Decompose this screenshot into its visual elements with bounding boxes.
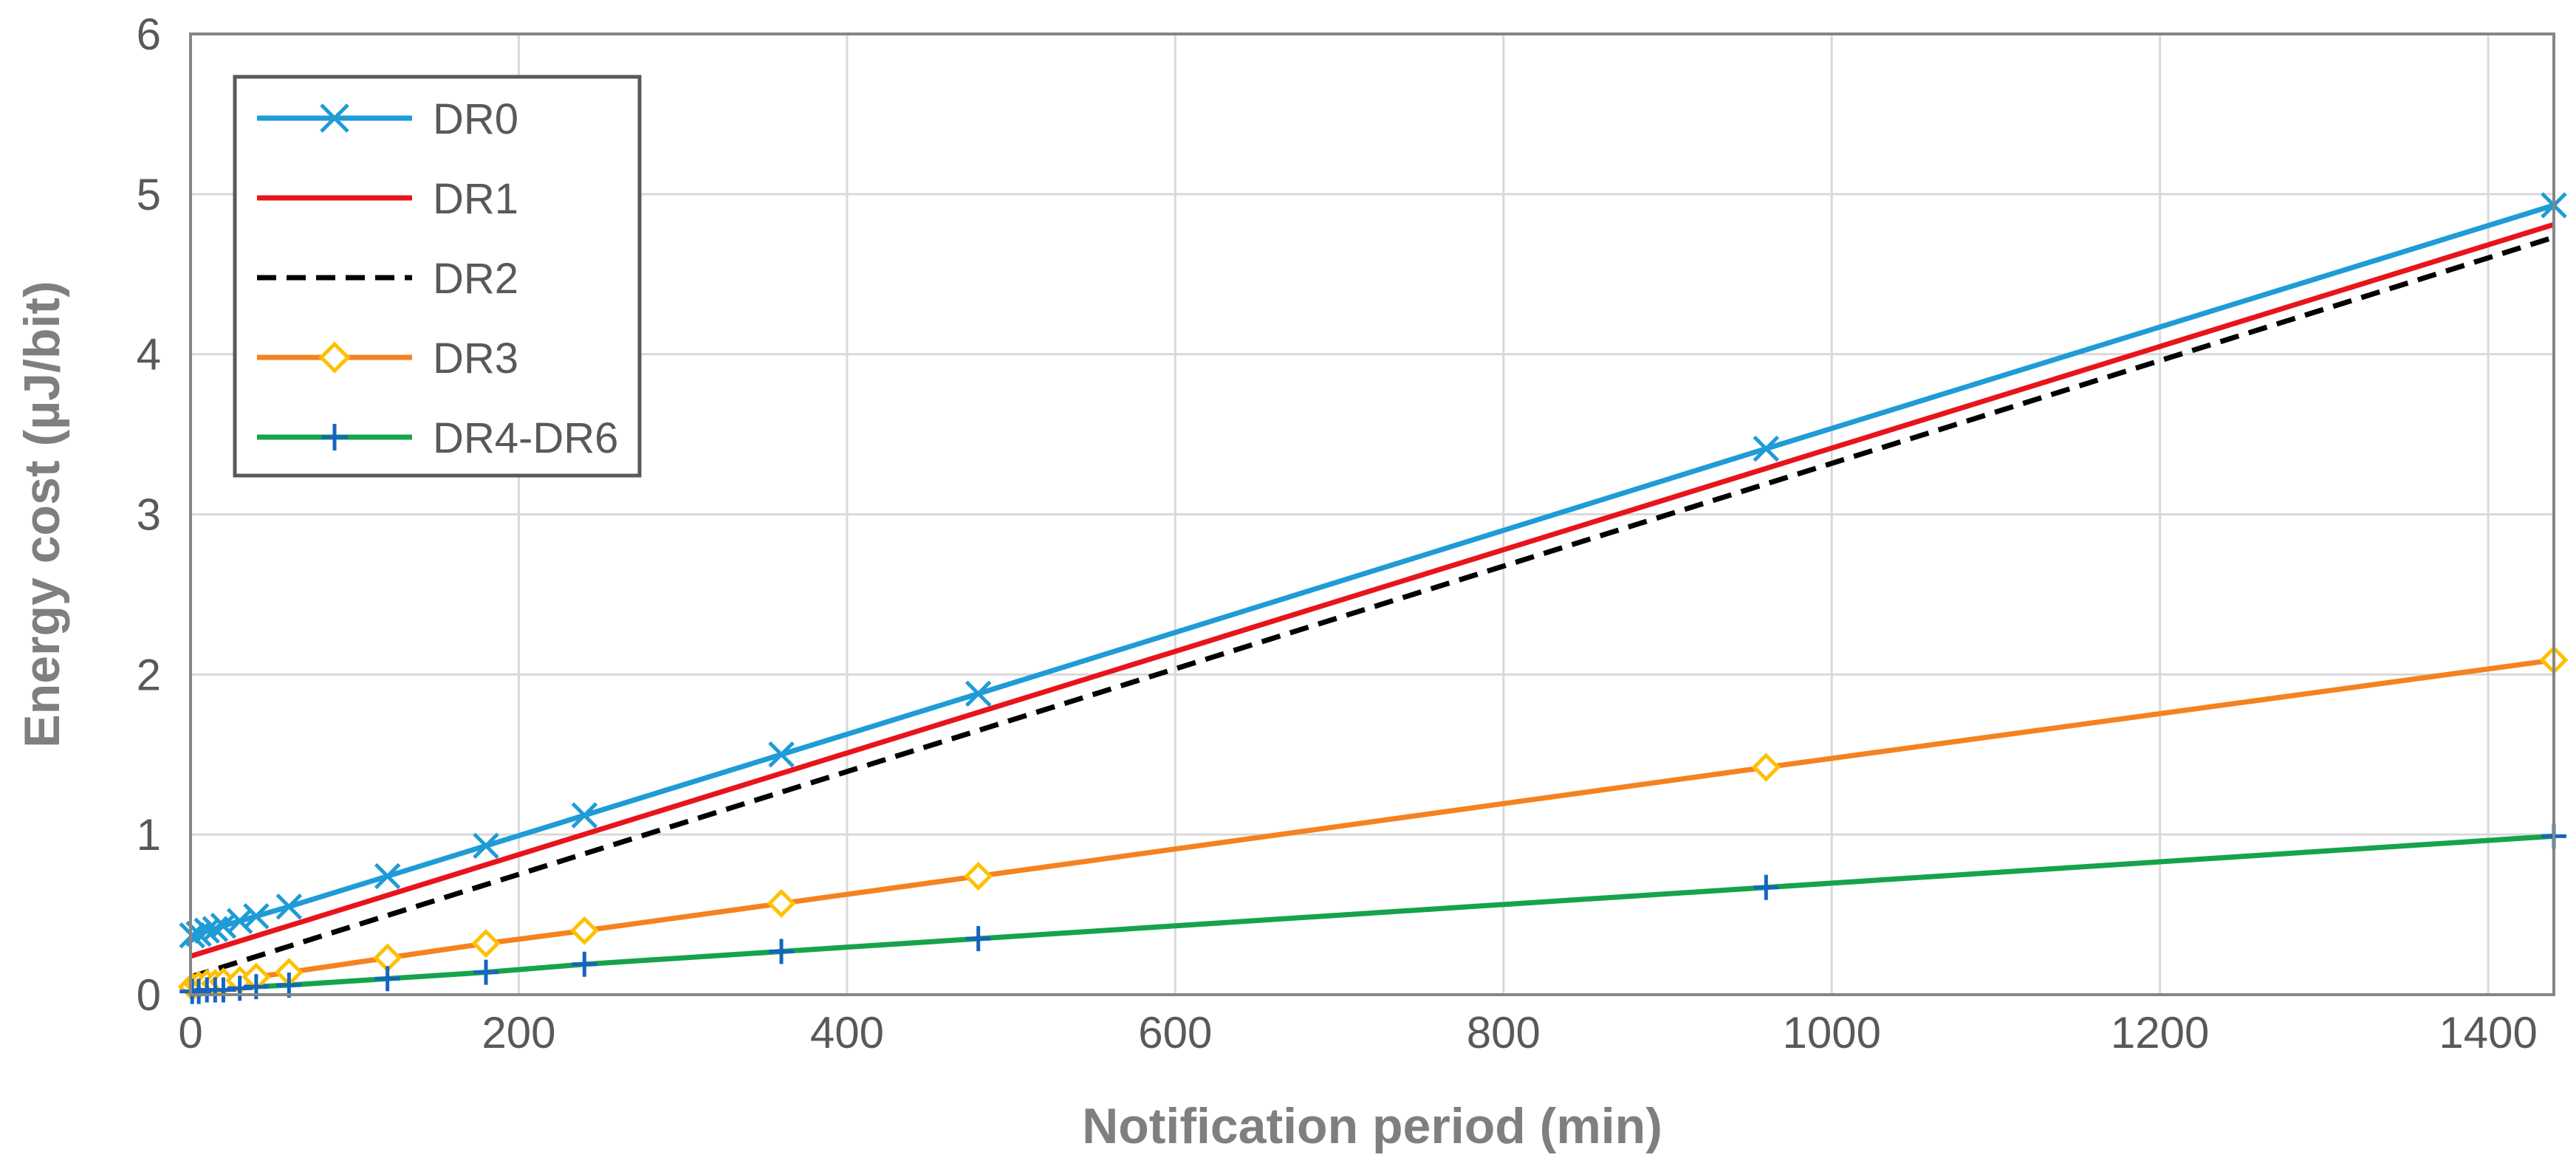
data-point-dr0 [1753, 435, 1780, 462]
series-markers [177, 192, 2569, 1004]
data-point-dr0 [226, 908, 253, 935]
y-tick-label: 3 [137, 490, 161, 540]
data-point-dr0 [473, 832, 499, 860]
x-tick-label: 1000 [1782, 1008, 1880, 1057]
x-tick-label: 400 [810, 1008, 884, 1057]
x-tick-label: 1400 [2439, 1008, 2537, 1057]
legend-label-dr1: DR1 [433, 175, 518, 223]
x-tick-label: 0 [178, 1008, 202, 1057]
x-tick-label: 600 [1138, 1008, 1212, 1057]
y-tick-label: 2 [137, 650, 161, 699]
series-line-dr4-dr6 [192, 833, 2555, 995]
data-point-dr3 [471, 929, 501, 958]
data-point-dr0 [210, 912, 237, 939]
legend-marker-dr3 [318, 341, 351, 374]
legend-label-dr2: DR2 [433, 255, 518, 303]
y-tick-label: 6 [137, 10, 161, 59]
x-tick-label: 800 [1467, 1008, 1541, 1057]
x-tick-label: 200 [482, 1008, 555, 1057]
series-line-dr1 [189, 222, 2555, 959]
x-tick-label: 1200 [2111, 1008, 2209, 1057]
series-line-dr3 [191, 657, 2555, 990]
x-tick-labels: 0 200 400 600 800 1000 1200 1400 [178, 1008, 2538, 1057]
plot-area-frame [189, 32, 2555, 996]
data-point-dr0 [275, 893, 303, 920]
y-tick-label: 0 [137, 970, 161, 1020]
data-point-dr0 [243, 902, 270, 930]
legend-label-dr3: DR3 [433, 335, 518, 383]
x-axis-title: Notification period (min) [1082, 1098, 1662, 1154]
legend: DR0 DR1 DR2 DR3 DR4-DR6 [233, 75, 642, 478]
y-tick-label: 5 [137, 170, 161, 219]
data-point-dr0 [202, 916, 229, 942]
data-point-dr0 [193, 917, 220, 944]
y-tick-label: 4 [137, 330, 161, 380]
data-point-dr3 [569, 916, 599, 945]
y-tick-labels: 0 1 2 3 4 5 6 [137, 10, 161, 1020]
y-tick-label: 1 [137, 810, 161, 860]
data-point-dr0 [571, 802, 598, 829]
y-axis-title: Energy cost (µJ/bit) [14, 281, 70, 747]
data-point-dr3 [1751, 752, 1781, 782]
data-point-dr0 [965, 680, 992, 707]
data-point-dr3 [767, 888, 796, 918]
legend-label-dr0: DR0 [433, 95, 518, 143]
legend-label-dr4-dr6: DR4-DR6 [433, 414, 618, 462]
legend-marker-dr0 [320, 103, 349, 133]
data-point-dr0 [179, 922, 205, 949]
data-point-dr0 [374, 863, 401, 890]
data-point-dr0 [768, 741, 795, 768]
data-point-dr3 [964, 862, 993, 891]
